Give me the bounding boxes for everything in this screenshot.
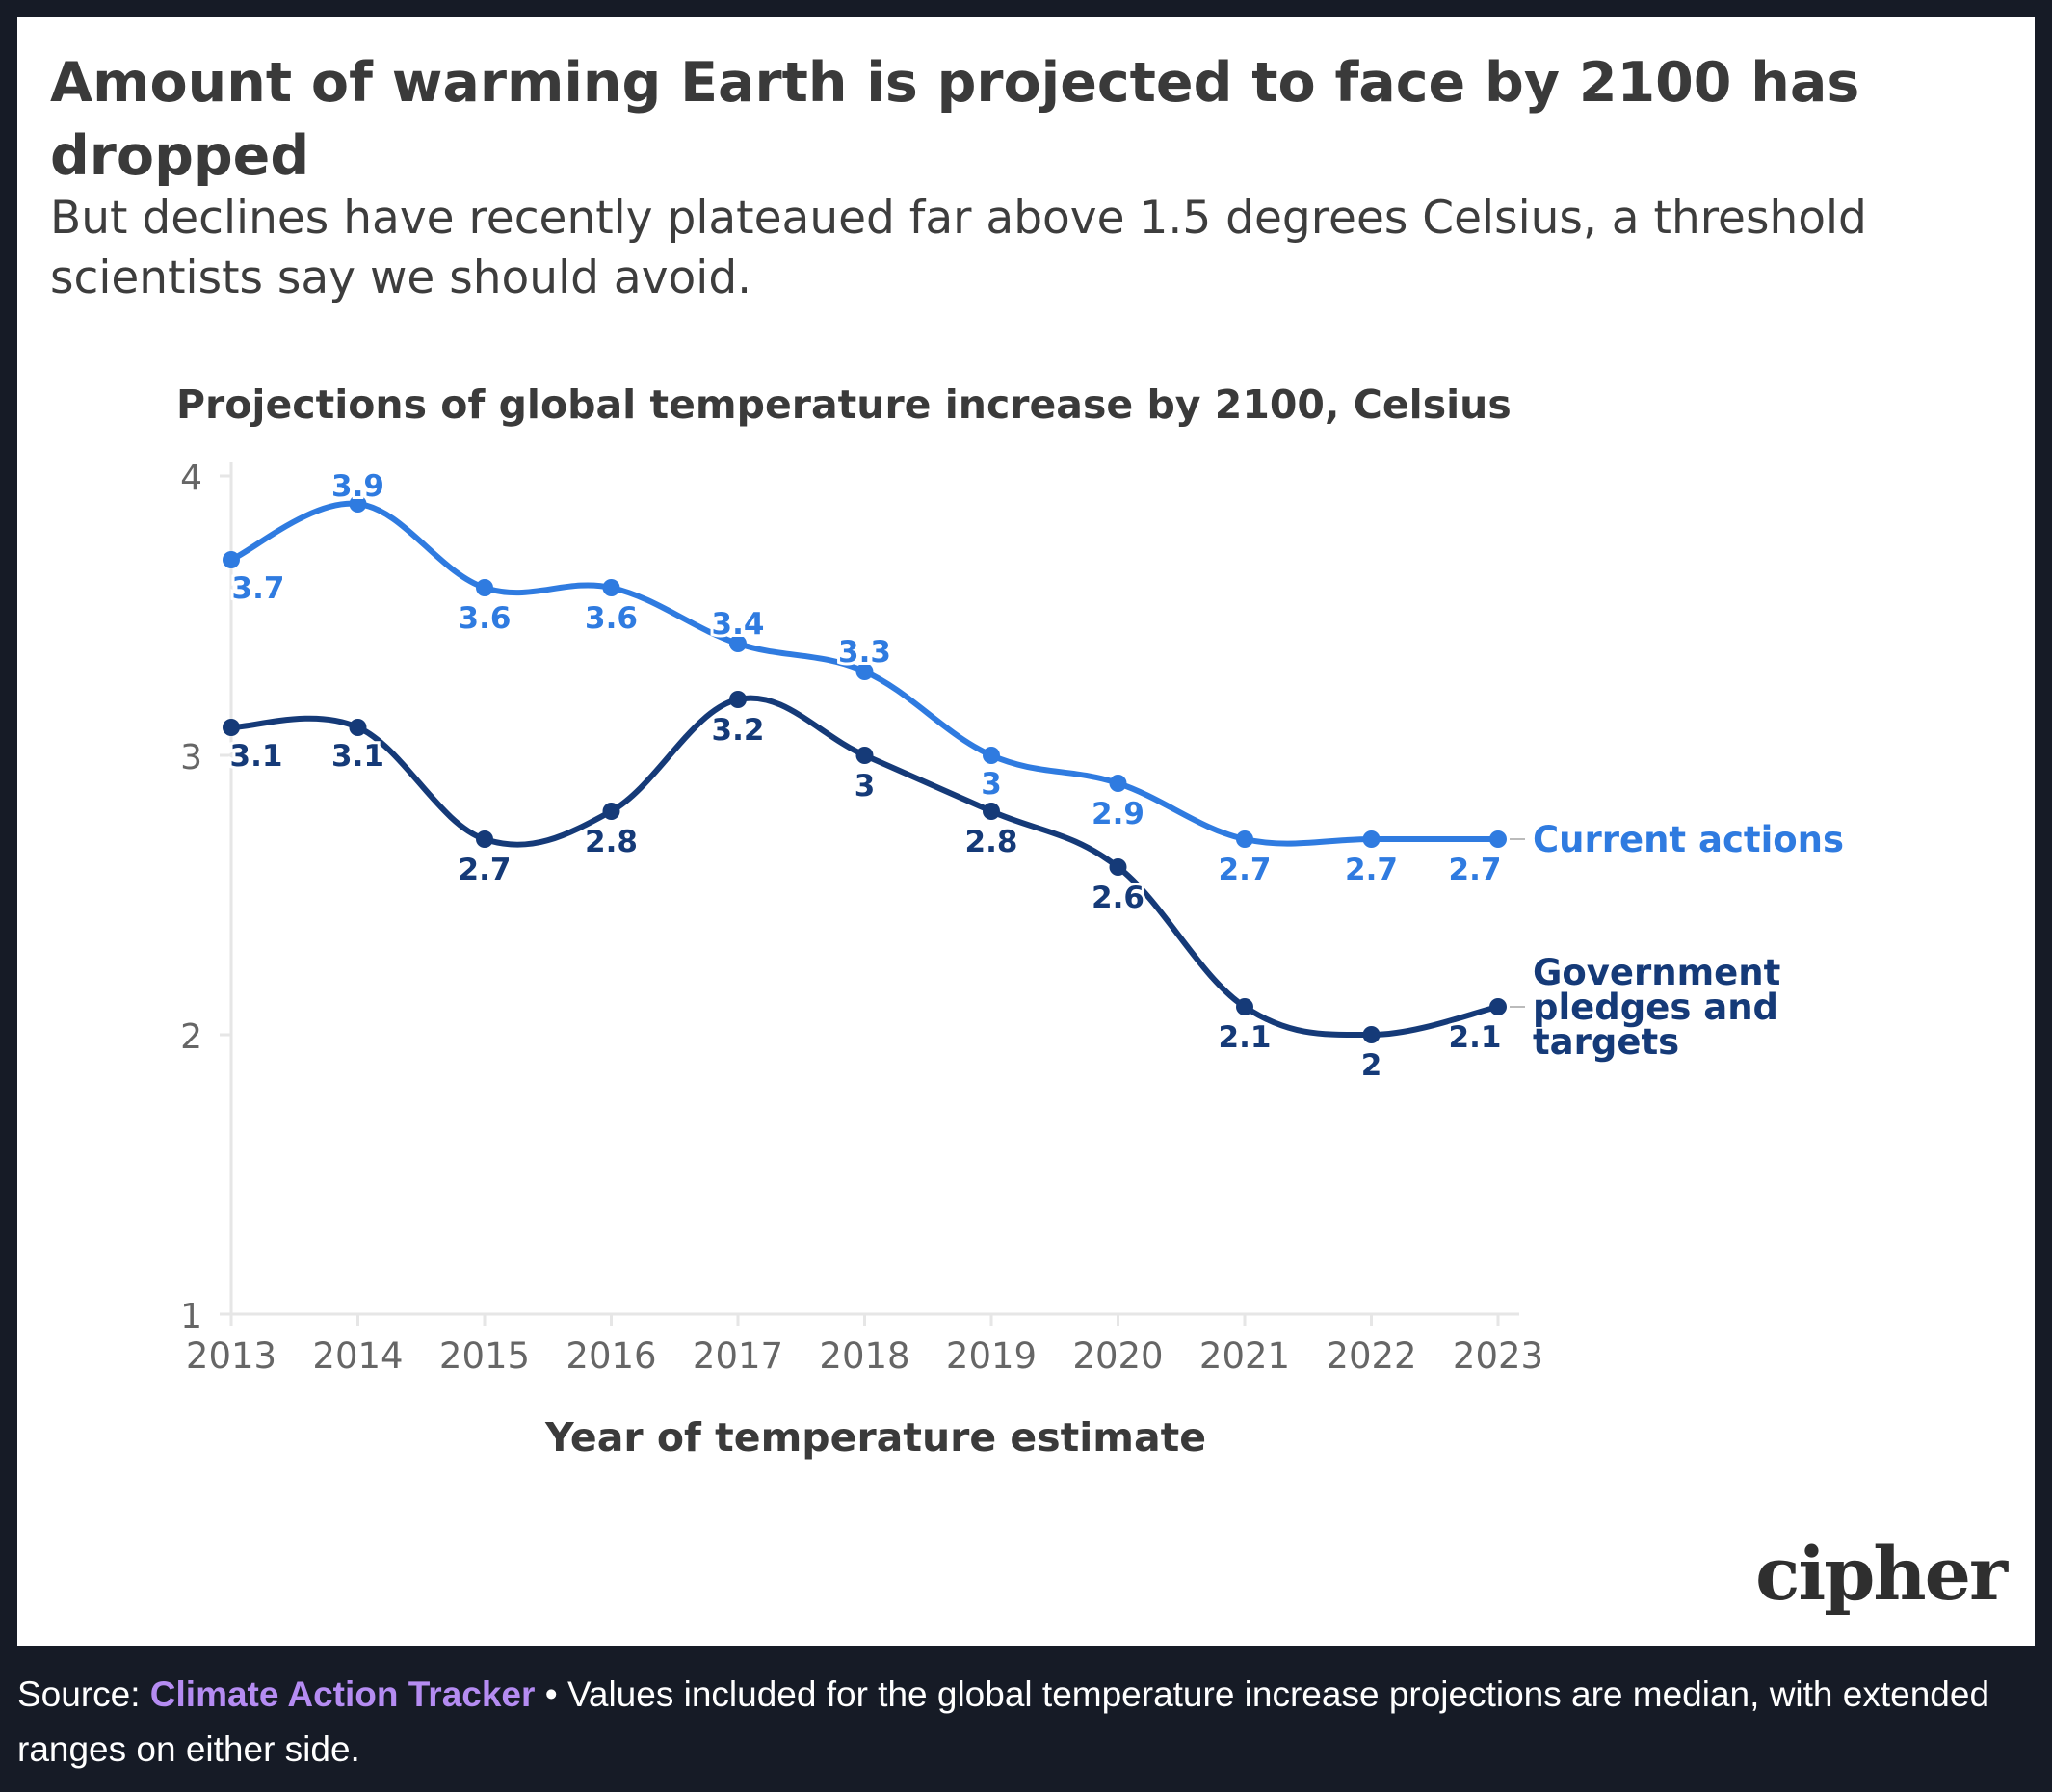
current-actions-point	[349, 495, 367, 513]
headline: Amount of warming Earth is projected to …	[50, 51, 1860, 188]
cipher-logo: cipher	[1755, 1531, 2008, 1617]
current-actions-data-label: 2.7	[1345, 853, 1398, 887]
current-actions-point	[476, 579, 493, 596]
current-actions-point	[1236, 830, 1253, 848]
current-actions-point	[729, 635, 747, 652]
x-tick-label: 2020	[1072, 1335, 1163, 1377]
government-pledges-data-label: 2.7	[459, 853, 512, 887]
y-tick-label: 2	[180, 1017, 202, 1057]
x-tick-label: 2015	[439, 1335, 530, 1377]
x-tick-label: 2022	[1326, 1335, 1416, 1377]
government-pledges-point	[1362, 1026, 1381, 1043]
current-actions-point	[1109, 775, 1127, 792]
x-tick-label: 2017	[693, 1335, 783, 1377]
y-tick-label: 3	[180, 738, 202, 777]
government-pledges-data-label: 2.8	[585, 825, 638, 859]
footer-separator: •	[535, 1674, 567, 1714]
current-actions-point	[602, 579, 620, 596]
x-tick-label: 2019	[946, 1335, 1037, 1377]
subheadline: But declines have recently plateaued far…	[50, 192, 1867, 304]
government-pledges-data-label: 3	[855, 769, 876, 804]
y-tick-label: 1	[180, 1297, 202, 1336]
current-actions-data-label: 3.7	[232, 571, 285, 606]
chart-title: Projections of global temperature increa…	[176, 382, 1512, 428]
government-pledges-data-label: 2.1	[1449, 1020, 1502, 1055]
government-pledges-data-label: 3.2	[712, 713, 765, 748]
x-axis-label: Year of temperature estimate	[545, 1414, 1207, 1461]
government-pledges-data-label: 2.1	[1219, 1020, 1272, 1055]
government-pledges-point	[1489, 998, 1507, 1015]
government-pledges-data-label: 2.6	[1092, 881, 1144, 915]
government-pledges-point	[729, 691, 747, 708]
current-actions-series-label: Current actions	[1533, 819, 1844, 860]
government-pledges-data-label: 2.8	[965, 825, 1018, 859]
government-pledges-series-label: pledges and	[1533, 987, 1778, 1028]
x-tick-label: 2021	[1199, 1335, 1290, 1377]
footer: Source: Climate Action Tracker • Values …	[17, 1667, 2031, 1777]
footer-note: Values included for the global temperatu…	[17, 1674, 1990, 1769]
government-pledges-point	[1109, 858, 1127, 876]
current-actions-data-label: 3.9	[331, 469, 384, 504]
government-pledges-point	[1236, 998, 1253, 1015]
source-link[interactable]: Climate Action Tracker	[149, 1674, 536, 1714]
current-actions-data-label: 2.9	[1092, 797, 1144, 831]
current-actions-data-label: 2.7	[1449, 853, 1502, 887]
current-actions-data-label: 3.3	[838, 635, 891, 670]
current-actions-data-label: 3.6	[459, 601, 512, 636]
current-actions-point	[1362, 830, 1381, 848]
government-pledges-data-label: 3.1	[331, 739, 384, 774]
current-actions-data-label: 3.6	[585, 601, 638, 636]
x-tick-label: 2013	[186, 1335, 276, 1377]
government-pledges-point	[602, 803, 620, 820]
current-actions-data-label: 3	[981, 767, 1002, 802]
government-pledges-series-label: targets	[1533, 1021, 1679, 1063]
government-pledges-point	[855, 747, 874, 764]
government-pledges-point	[349, 719, 367, 736]
government-pledges-point	[983, 803, 1000, 820]
government-pledges-data-label: 3.1	[230, 739, 283, 774]
source-prefix: Source:	[17, 1674, 150, 1714]
x-tick-label: 2014	[312, 1335, 403, 1377]
current-actions-data-label: 2.7	[1219, 853, 1272, 887]
y-tick-label: 4	[180, 459, 202, 498]
current-actions-point	[1489, 830, 1507, 848]
current-actions-data-label: 3.4	[712, 607, 765, 642]
chart-card: Amount of warming Earth is projected to …	[17, 17, 2035, 1646]
current-actions-point	[983, 747, 1000, 764]
government-pledges-data-label: 2	[1361, 1048, 1382, 1083]
government-pledges-point	[223, 719, 240, 736]
current-actions-point	[855, 663, 874, 680]
government-pledges-series-label: Government	[1533, 952, 1780, 993]
government-pledges-point	[476, 830, 493, 848]
current-actions-point	[223, 551, 240, 568]
x-tick-label: 2023	[1453, 1335, 1543, 1377]
x-tick-label: 2016	[566, 1335, 656, 1377]
x-tick-label: 2018	[819, 1335, 909, 1377]
